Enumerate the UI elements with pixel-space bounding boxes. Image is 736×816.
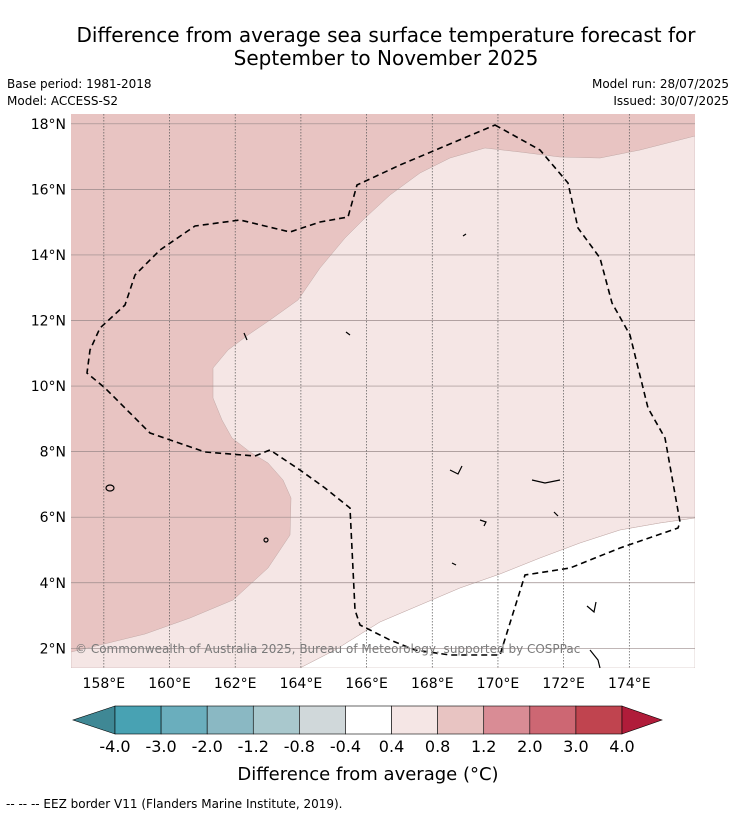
issued-date: Issued: 30/07/2025 xyxy=(613,94,729,108)
lon-tick-label: 164°E xyxy=(280,676,323,692)
title-line-1: Difference from average sea surface temp… xyxy=(76,23,696,47)
colorbar-tick-label: -0.8 xyxy=(283,737,315,756)
map-gridlines xyxy=(71,114,695,668)
colorbar-swatch xyxy=(437,705,485,735)
lat-tick-label: 12°N xyxy=(31,314,66,330)
anomaly-neutral-region xyxy=(299,517,695,668)
lon-tick-label: 160°E xyxy=(148,676,191,692)
colorbar-swatch xyxy=(391,705,438,735)
colorbar xyxy=(72,705,663,735)
colorbar-tick-label: 2.0 xyxy=(517,737,543,756)
colorbar-tick-label: 0.8 xyxy=(424,737,451,756)
map-tick-labels: 158°E 160°E 162°E 164°E 166°E 168°E 170°E 172°E… xyxy=(31,117,651,692)
lat-tick-label: 2°N xyxy=(40,641,66,657)
colorbar-swatch xyxy=(114,705,162,735)
lon-tick-label: 172°E xyxy=(542,676,585,692)
colorbar-swatch xyxy=(575,705,623,735)
title-line-2: September to November 2025 xyxy=(233,46,539,70)
lon-tick-label: 170°E xyxy=(477,676,520,692)
colorbar-swatch xyxy=(299,705,346,735)
eez-border xyxy=(86,124,681,656)
colorbar-tick-label: 4.0 xyxy=(609,737,635,756)
colorbar-swatch xyxy=(160,705,208,735)
lat-tick-label: 6°N xyxy=(40,510,66,526)
colorbar-tick-label: -4.0 xyxy=(99,737,131,756)
colorbar-swatch xyxy=(483,705,531,735)
copyright-notice: © Commonwealth of Australia 2025, Bureau… xyxy=(75,642,580,656)
colorbar-tick-label: -0.4 xyxy=(329,737,362,756)
eez-legend-footnote: -- -- -- EEZ border V11 (Flanders Marine… xyxy=(6,797,343,811)
colorbar-max-extension xyxy=(621,705,663,735)
lat-tick-label: 14°N xyxy=(31,248,66,264)
colorbar-tick-label: 3.0 xyxy=(563,737,589,756)
lon-tick-label: 168°E xyxy=(411,676,454,692)
lon-tick-label: 158°E xyxy=(83,676,126,692)
colorbar-swatch xyxy=(529,705,577,735)
colorbar-tick-label: -1.2 xyxy=(237,737,269,756)
lat-tick-label: 18°N xyxy=(31,117,66,133)
model-run: Model run: 28/07/2025 xyxy=(591,77,729,91)
lon-tick-label: 166°E xyxy=(345,676,388,692)
lon-tick-label: 174°E xyxy=(608,676,651,692)
colorbar-tick-label: -2.0 xyxy=(191,737,223,756)
lat-tick-label: 16°N xyxy=(31,182,66,198)
island-outlines xyxy=(105,233,601,669)
model-name: Model: ACCESS-S2 xyxy=(7,94,119,108)
lon-tick-label: 162°E xyxy=(214,676,257,692)
colorbar-units-label: Difference from average (°C) xyxy=(237,764,499,785)
colorbar-tick-label: 1.2 xyxy=(470,737,497,756)
lat-tick-label: 10°N xyxy=(31,379,66,395)
lat-tick-label: 8°N xyxy=(40,445,66,461)
colorbar-swatch xyxy=(206,705,254,735)
colorbar-min-extension xyxy=(72,705,116,735)
colorbar-tick-label: 0.4 xyxy=(378,737,405,756)
colorbar-tick-label: -3.0 xyxy=(145,737,177,756)
map-fill xyxy=(71,114,695,668)
colorbar-swatch xyxy=(252,705,300,735)
colorbar-swatch xyxy=(345,705,392,735)
lat-tick-label: 4°N xyxy=(40,576,66,592)
base-period: Base period: 1981-2018 xyxy=(7,77,152,91)
